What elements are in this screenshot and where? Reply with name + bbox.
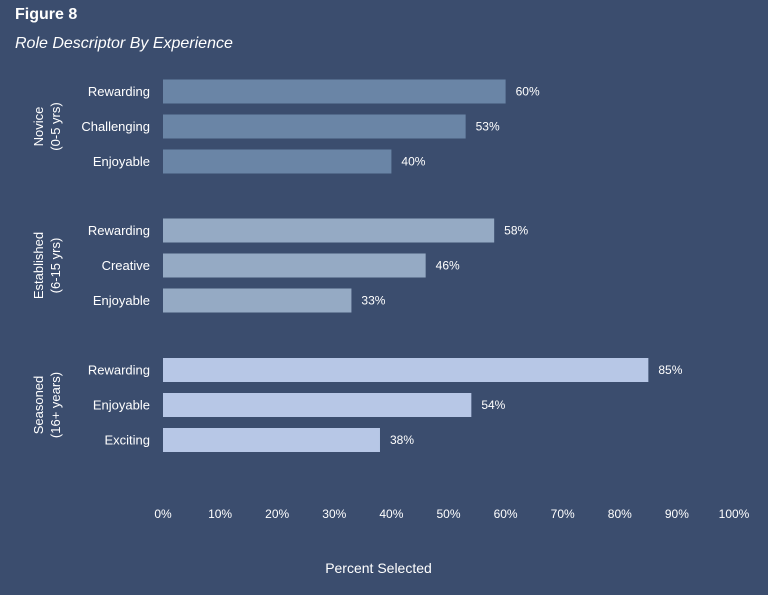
- figure-label: Figure 8: [15, 6, 78, 23]
- group-label: Established (6-15 yrs): [31, 232, 63, 299]
- x-tick-label: 90%: [665, 507, 689, 521]
- group-label-line: Novice: [31, 107, 46, 147]
- category-label: Enjoyable: [93, 293, 150, 308]
- bar: [163, 149, 392, 174]
- bar: [163, 428, 380, 452]
- data-label: 85%: [658, 363, 682, 377]
- category-label: Enjoyable: [93, 398, 150, 413]
- bar-group: Rewarding 60% Challenging 53% Enjoyable 40% No…: [31, 79, 540, 174]
- group-label: Seasoned (16+ years): [31, 372, 63, 438]
- data-label: 60%: [516, 85, 540, 99]
- bar: [163, 393, 472, 417]
- x-tick-label: 80%: [608, 507, 632, 521]
- category-label: Rewarding: [88, 363, 150, 378]
- category-label: Rewarding: [88, 223, 150, 238]
- category-label: Rewarding: [88, 84, 150, 99]
- x-axis-title: Percent Selected: [325, 560, 432, 576]
- x-tick-label: 60%: [494, 507, 518, 521]
- bar: [163, 79, 506, 104]
- bar: [163, 218, 495, 243]
- group-label: Novice (0-5 yrs): [31, 102, 63, 150]
- category-label: Challenging: [81, 119, 150, 134]
- bar-group: Rewarding 58% Creative 46% Enjoyable 33% Estab…: [31, 218, 529, 313]
- category-label: Exciting: [104, 433, 150, 448]
- data-label: 58%: [504, 224, 528, 238]
- category-label: Enjoyable: [93, 154, 150, 169]
- data-label: 54%: [481, 398, 505, 412]
- x-tick-label: 50%: [436, 507, 460, 521]
- bar-group: Rewarding 85% Enjoyable 54% Exciting 38% Seaso…: [31, 358, 683, 452]
- x-tick-label: 10%: [208, 507, 232, 521]
- group-label-line: Established: [31, 232, 46, 299]
- bar: [163, 358, 649, 382]
- x-tick-label: 0%: [154, 507, 172, 521]
- x-tick-label: 40%: [379, 507, 403, 521]
- data-label: 40%: [401, 155, 425, 169]
- bar: [163, 253, 426, 278]
- group-label-line: (16+ years): [48, 372, 63, 438]
- data-label: 53%: [476, 120, 500, 134]
- group-label-line: (6-15 yrs): [48, 238, 63, 294]
- chart-title: Role Descriptor By Experience: [15, 35, 233, 52]
- bar: [163, 288, 352, 313]
- group-label-line: Seasoned: [31, 376, 46, 435]
- category-label: Creative: [102, 258, 150, 273]
- data-label: 46%: [436, 259, 460, 273]
- data-label: 33%: [361, 294, 385, 308]
- x-tick-label: 30%: [322, 507, 346, 521]
- x-tick-label: 20%: [265, 507, 289, 521]
- data-label: 38%: [390, 433, 414, 447]
- bar: [163, 114, 466, 139]
- x-tick-label: 100%: [719, 507, 750, 521]
- x-tick-label: 70%: [551, 507, 575, 521]
- group-label-line: (0-5 yrs): [48, 102, 63, 150]
